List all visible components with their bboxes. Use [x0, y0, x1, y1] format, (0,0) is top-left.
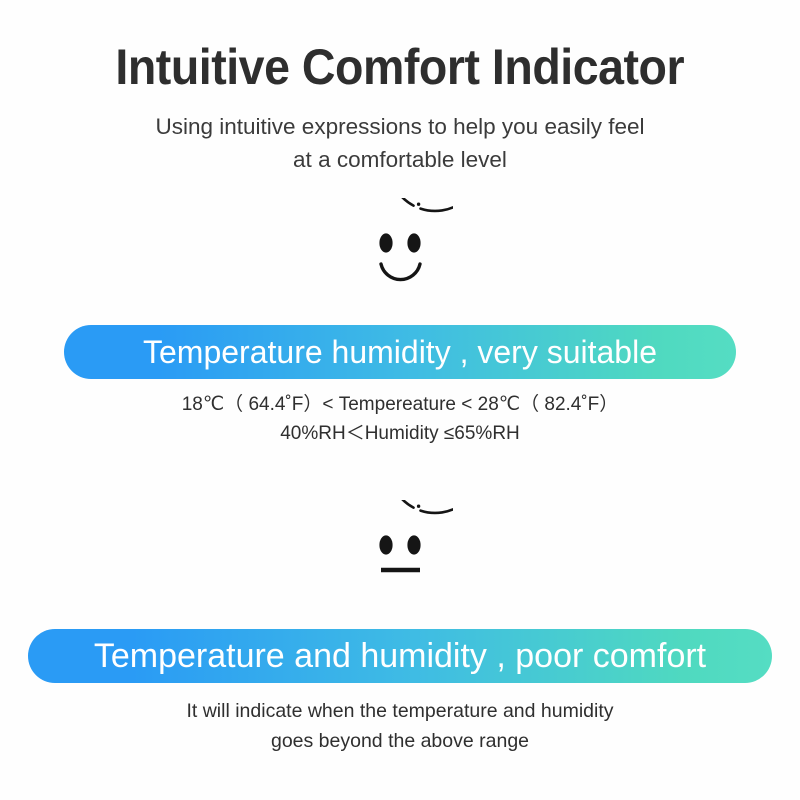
banner-poor-comfort: Temperature and humidity , poor comfort	[28, 629, 772, 684]
poor-comfort-details: It will indicate when the temperature an…	[186, 697, 613, 756]
neutral-face-container	[348, 500, 453, 605]
happy-face-container	[348, 198, 453, 303]
page-subtitle: Using intuitive expressions to help you …	[155, 111, 644, 176]
temperature-range-text: 18℃（ 64.4˚F）< Tempereature < 28℃（ 82.4˚F…	[181, 394, 619, 416]
smiley-neutral-face-icon	[378, 500, 453, 573]
humidity-range-text: 40%RH＜Humidity ≤65%RH	[280, 422, 520, 444]
page-title: Intuitive Comfort Indicator	[115, 39, 685, 95]
footnote-line-2: goes beyond the above range	[270, 729, 530, 752]
subtitle-line-2: at a comfortable level	[293, 146, 507, 172]
comfort-range-details: 18℃（ 64.4˚F）< Tempereature < 28℃（ 82.4˚F…	[182, 391, 619, 448]
banner-very-suitable: Temperature humidity , very suitable	[64, 325, 736, 380]
subtitle-line-1: Using intuitive expressions to help you …	[155, 114, 645, 139]
smiley-happy-face-icon	[378, 198, 453, 282]
footnote-line-1: It will indicate when the temperature an…	[186, 700, 614, 723]
